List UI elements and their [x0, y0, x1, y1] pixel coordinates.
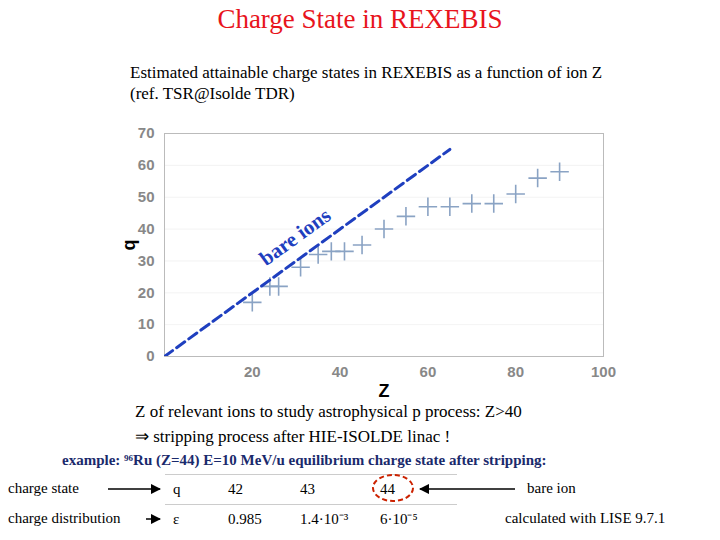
html-text:42: 42 — [228, 481, 243, 497]
html-text:⇒ stripping process after HIE-: ⇒ stripping process after HIE-ISOLDE lin… — [135, 427, 451, 446]
html-text:Z of relevant ions to study as: Z of relevant ions to study astrophysica… — [135, 402, 522, 421]
svg-text:40: 40 — [138, 220, 155, 237]
html-text:43: 43 — [300, 481, 315, 497]
html-text:ε: ε — [173, 511, 180, 527]
svg-text:50: 50 — [138, 188, 155, 205]
html-text:Charge State in REXEBIS: Charge State in REXEBIS — [217, 4, 503, 34]
svg-text:70: 70 — [138, 124, 155, 141]
html-text:0.985: 0.985 — [228, 511, 262, 527]
svg-text:30: 30 — [138, 252, 155, 269]
html-text:calculated with LISE 9.7.1: calculated with LISE 9.7.1 — [505, 510, 666, 526]
svg-text:80: 80 — [507, 363, 524, 380]
html-text:(ref. TSR@Isolde TDR): (ref. TSR@Isolde TDR) — [130, 84, 295, 103]
svg-text:40: 40 — [332, 363, 349, 380]
html-text:6·10⁻⁵: 6·10⁻⁵ — [380, 511, 418, 527]
svg-text:10: 10 — [138, 315, 155, 332]
svg-text:0: 0 — [146, 347, 154, 364]
svg-text:20: 20 — [244, 363, 261, 380]
svg-text:60: 60 — [420, 363, 437, 380]
svg-text:100: 100 — [591, 363, 616, 380]
svg-text:bare ions: bare ions — [255, 203, 335, 271]
svg-text:60: 60 — [138, 156, 155, 173]
html-text:charge state: charge state — [8, 480, 79, 496]
svg-text:q: q — [119, 240, 139, 251]
svg-text:20: 20 — [138, 284, 155, 301]
html-text:44: 44 — [380, 481, 395, 497]
html-text:q: q — [173, 481, 181, 497]
html-text:example: ⁹⁶Ru (Z=44) E=10 MeV/: example: ⁹⁶Ru (Z=44) E=10 MeV/u equilibr… — [62, 452, 547, 468]
html-text:1.4·10⁻³: 1.4·10⁻³ — [300, 511, 349, 527]
html-text:charge distribution: charge distribution — [8, 510, 121, 526]
html-text:Estimated attainable charge st: Estimated attainable charge states in RE… — [130, 63, 603, 82]
svg-text:Z: Z — [379, 381, 390, 401]
html-text:bare ion: bare ion — [527, 480, 576, 496]
